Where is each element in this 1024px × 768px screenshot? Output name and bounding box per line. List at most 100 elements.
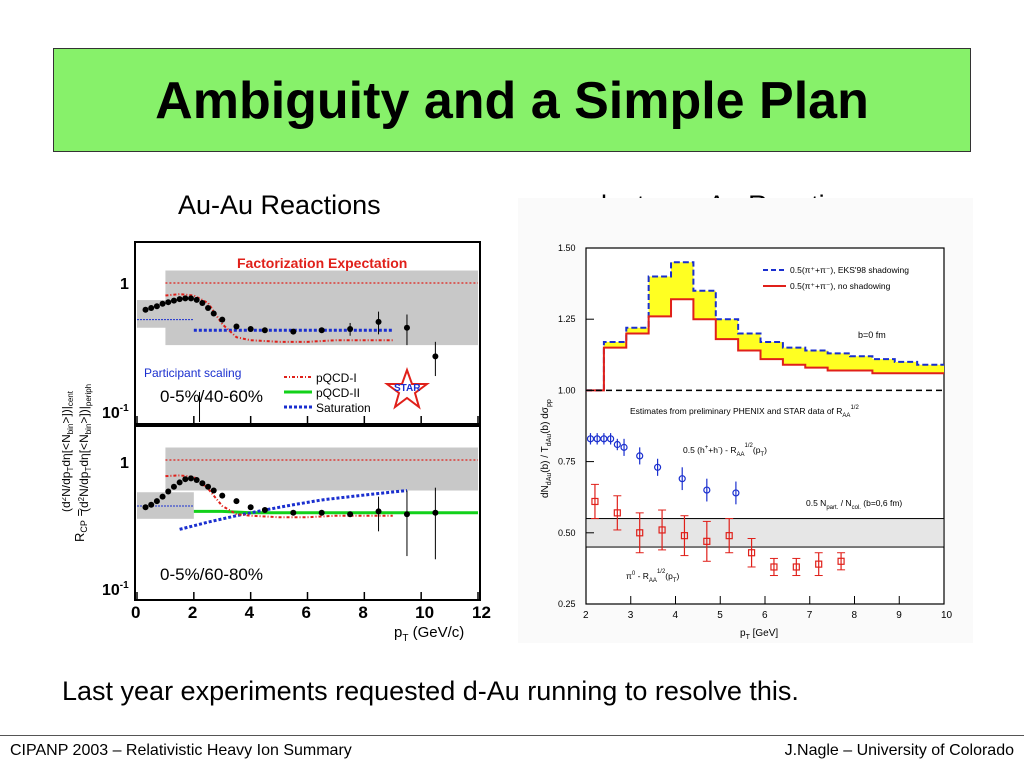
factorization-label: Factorization Expectation xyxy=(237,255,407,271)
data-point xyxy=(165,299,172,306)
x-tick-label: 0 xyxy=(131,603,140,622)
data-point xyxy=(403,511,410,518)
ylabel-left: RCP = (d2N/dpTdη[<Nbin>])|cent (d2N/dpTd… xyxy=(62,384,93,542)
red-point xyxy=(703,537,711,545)
x-tick-label: 5 xyxy=(717,610,723,621)
dau-chart: 0.5(π⁺+π⁻), EKS'98 shadowing 0.5(π⁺+π⁻),… xyxy=(518,198,973,643)
x-tick-label: 6 xyxy=(762,610,768,621)
data-point xyxy=(148,305,155,312)
xlabel-right: pT [GeV] xyxy=(740,628,778,641)
blue-point xyxy=(654,463,662,471)
data-point xyxy=(261,327,268,334)
shadowing-band xyxy=(586,262,944,391)
data-point xyxy=(199,299,206,306)
data-point xyxy=(247,504,254,511)
data-point xyxy=(205,305,212,312)
data-point xyxy=(375,318,382,325)
data-point xyxy=(347,511,354,518)
data-point xyxy=(165,488,172,495)
data-point xyxy=(176,479,183,486)
svg-text:RCP =: RCP = xyxy=(72,509,89,542)
data-point xyxy=(210,487,217,494)
data-point xyxy=(290,509,297,516)
data-point xyxy=(159,300,166,307)
footer-left: CIPANP 2003 – Relativistic Heavy Ion Sum… xyxy=(10,742,352,759)
legend-saturation: Saturation xyxy=(316,401,371,415)
annot-b0: b=0 fm xyxy=(858,330,886,340)
red-point xyxy=(770,563,778,571)
data-point xyxy=(210,310,217,317)
x-tick-label: 2 xyxy=(583,610,589,621)
x-tick-label: 8 xyxy=(852,610,858,621)
pqcd2-curve xyxy=(193,509,478,515)
data-point xyxy=(159,493,166,500)
legend-pqcd1: pQCD-I xyxy=(316,371,357,385)
data-point xyxy=(318,327,325,334)
red-point xyxy=(837,557,845,565)
centrality-bottom: 0-5%/60-80% xyxy=(160,565,263,584)
legend-eks: 0.5(π⁺+π⁻), EKS'98 shadowing xyxy=(790,265,909,275)
data-point xyxy=(142,504,149,511)
npart-band xyxy=(585,518,945,548)
data-point xyxy=(403,324,410,331)
y-tick-label: 1.50 xyxy=(558,243,576,253)
annot-estimates: Estimates from preliminary PHENIX and ST… xyxy=(630,405,859,419)
red-point xyxy=(725,532,733,540)
bottom-statement: Last year experiments requested d-Au run… xyxy=(62,676,799,706)
legend-noshadow: 0.5(π⁺+π⁻), no shadowing xyxy=(790,281,891,291)
data-point xyxy=(187,295,194,302)
ytick-bottom-01: 10-1 xyxy=(102,580,129,599)
ylabel-right: dNdAu(b) / TdAu(b) dσpp xyxy=(540,399,553,498)
au-au-chart: Factorization Expectation Participant sc… xyxy=(62,241,491,644)
title-box: Ambiguity and a Simple Plan xyxy=(53,48,971,152)
data-point xyxy=(142,306,149,313)
data-point xyxy=(193,296,200,303)
star-logo: STAR xyxy=(384,367,430,410)
x-tick-label: 7 xyxy=(807,610,813,621)
data-point xyxy=(205,483,212,490)
slide-title: Ambiguity and a Simple Plan xyxy=(155,72,869,130)
ytick-bottom-1: 1 xyxy=(120,455,129,472)
blue-point xyxy=(600,435,608,443)
blue-point xyxy=(636,452,644,460)
y-tick-label: 0.25 xyxy=(558,599,576,609)
data-point xyxy=(432,353,439,360)
svg-text:(d2N/dpTdη[<Nbin>])|periph: (d2N/dpTdη[<Nbin>])|periph xyxy=(77,384,93,512)
data-point xyxy=(375,508,382,515)
eks98-curve xyxy=(586,261,944,392)
blue-point xyxy=(703,486,711,494)
pqcd1-curve xyxy=(165,293,393,343)
xlabel-left: pT (GeV/c) xyxy=(394,624,464,644)
blue-point xyxy=(732,489,740,497)
svg-text:dNdAu(b) / TdAu(b) dσpp: dNdAu(b) / TdAu(b) dσpp xyxy=(540,399,553,498)
svg-text:STAR: STAR xyxy=(394,383,421,394)
y-tick-label: 0.50 xyxy=(558,528,576,538)
blue-point xyxy=(613,440,621,449)
red-point xyxy=(792,563,800,571)
data-point xyxy=(187,475,194,482)
data-point xyxy=(318,509,325,516)
data-point xyxy=(219,316,226,323)
data-point xyxy=(148,501,155,508)
blue-point xyxy=(593,435,601,443)
x-tick-label: 6 xyxy=(302,603,311,622)
x-tick-label: 10 xyxy=(941,610,953,621)
data-point xyxy=(233,323,240,330)
red-point xyxy=(815,560,823,568)
data-point xyxy=(199,480,206,487)
data-point xyxy=(182,476,189,483)
y-tick-label: 1.00 xyxy=(558,385,576,395)
x-tick-label: 9 xyxy=(896,610,902,621)
ytick-top-1: 1 xyxy=(120,276,129,293)
data-point xyxy=(153,303,160,310)
data-point xyxy=(290,328,297,335)
data-point xyxy=(261,506,268,513)
data-point xyxy=(170,297,177,304)
red-point xyxy=(747,549,756,557)
red-point xyxy=(658,526,666,534)
x-tick-label: 4 xyxy=(673,610,679,621)
red-point xyxy=(636,529,644,537)
data-point xyxy=(193,476,200,483)
uncertainty-band xyxy=(165,447,478,491)
noshadow-curve xyxy=(586,298,944,392)
